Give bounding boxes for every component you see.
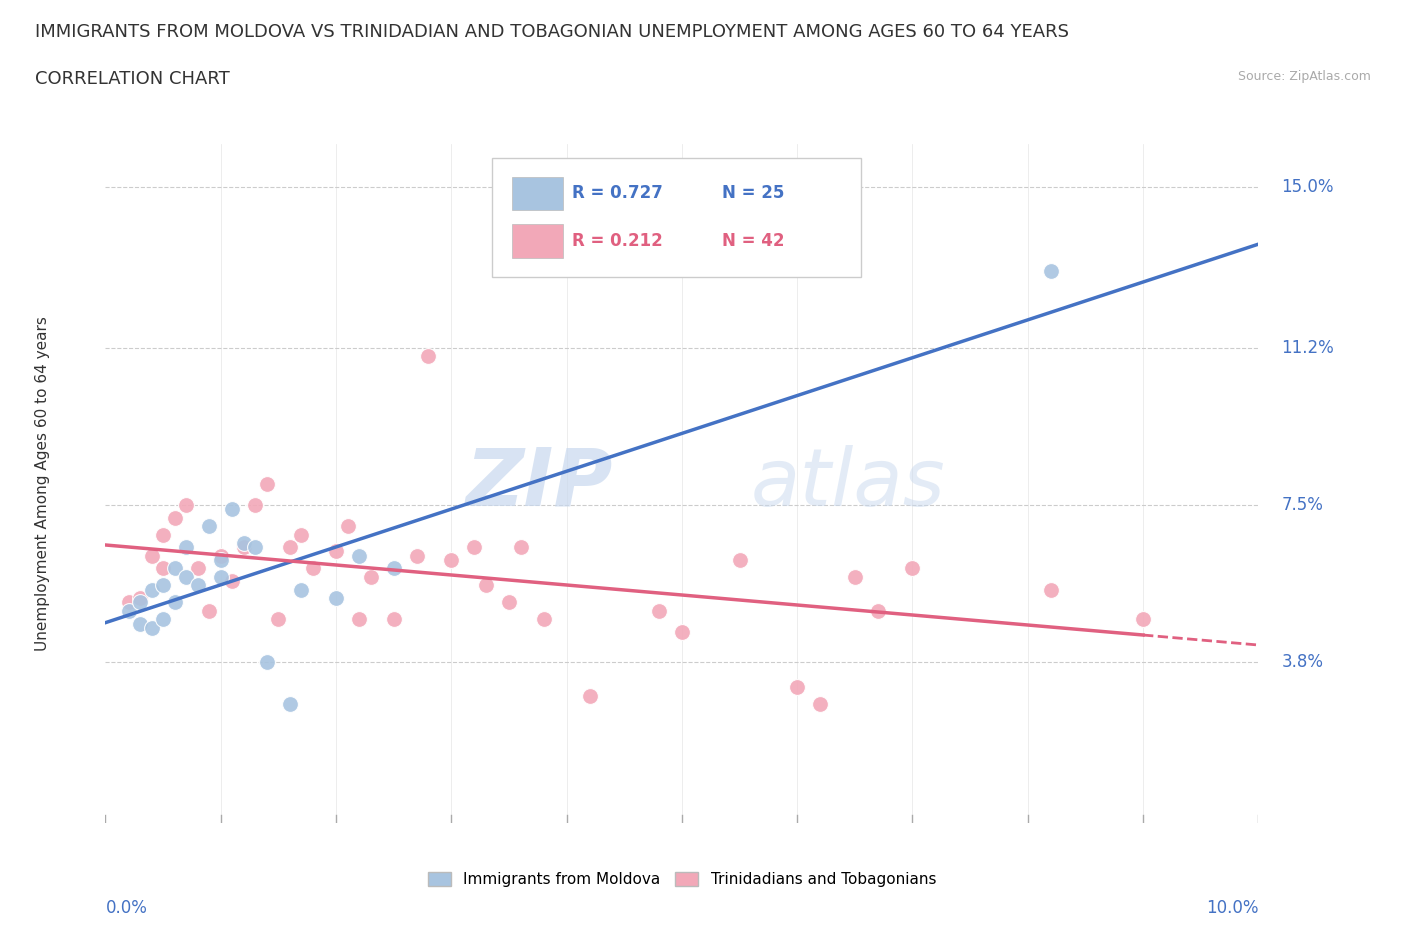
Point: [152, 578, 174, 593]
Legend: Immigrants from Moldova, Trinidadians and Tobagonians: Immigrants from Moldova, Trinidadians an…: [422, 866, 942, 894]
Point: [786, 680, 808, 695]
Point: [808, 697, 831, 711]
Point: [498, 595, 520, 610]
Point: [141, 582, 163, 597]
Point: [209, 552, 232, 567]
Point: [866, 604, 889, 618]
Point: [174, 569, 197, 584]
Point: [117, 604, 139, 618]
Point: [129, 595, 152, 610]
Point: [152, 612, 174, 627]
Text: 0.0%: 0.0%: [105, 899, 148, 917]
Text: CORRELATION CHART: CORRELATION CHART: [35, 70, 231, 87]
Point: [302, 561, 325, 576]
Text: atlas: atlas: [751, 445, 946, 523]
Point: [129, 617, 152, 631]
Point: [141, 620, 163, 635]
Point: [174, 539, 197, 554]
Point: [198, 519, 221, 534]
Text: 7.5%: 7.5%: [1281, 496, 1323, 513]
Point: [163, 511, 186, 525]
Point: [405, 549, 427, 564]
Point: [578, 688, 600, 703]
Point: [671, 625, 693, 640]
Point: [475, 578, 498, 593]
Point: [232, 539, 254, 554]
Point: [347, 612, 370, 627]
Point: [325, 544, 347, 559]
Point: [290, 582, 312, 597]
Point: [245, 498, 267, 512]
Text: R = 0.727: R = 0.727: [572, 184, 664, 202]
FancyBboxPatch shape: [512, 224, 564, 258]
Point: [232, 536, 254, 551]
Point: [152, 527, 174, 542]
Text: N = 25: N = 25: [723, 184, 785, 202]
Point: [129, 591, 152, 605]
Point: [418, 349, 440, 364]
Point: [1132, 612, 1154, 627]
Point: [221, 501, 243, 516]
Point: [463, 539, 485, 554]
Point: [163, 561, 186, 576]
Point: [267, 612, 290, 627]
Point: [533, 612, 555, 627]
Text: 10.0%: 10.0%: [1206, 899, 1258, 917]
Point: [117, 595, 139, 610]
Point: [336, 519, 359, 534]
Point: [209, 549, 232, 564]
Point: [901, 561, 924, 576]
Point: [325, 591, 347, 605]
Text: 15.0%: 15.0%: [1281, 178, 1334, 195]
Point: [509, 539, 531, 554]
FancyBboxPatch shape: [492, 158, 860, 276]
Text: Unemployment Among Ages 60 to 64 years: Unemployment Among Ages 60 to 64 years: [35, 316, 49, 651]
Point: [174, 498, 197, 512]
Point: [382, 561, 405, 576]
Point: [360, 569, 382, 584]
Point: [187, 561, 209, 576]
FancyBboxPatch shape: [512, 177, 564, 210]
Text: 3.8%: 3.8%: [1281, 653, 1323, 671]
Point: [1039, 582, 1062, 597]
Point: [278, 539, 301, 554]
Text: Source: ZipAtlas.com: Source: ZipAtlas.com: [1237, 70, 1371, 83]
Point: [163, 595, 186, 610]
Point: [1039, 264, 1062, 279]
Point: [152, 561, 174, 576]
Point: [256, 476, 278, 491]
Point: [382, 612, 405, 627]
Text: ZIP: ZIP: [465, 445, 613, 523]
Text: 11.2%: 11.2%: [1281, 339, 1334, 357]
Text: N = 42: N = 42: [723, 232, 785, 249]
Point: [844, 569, 866, 584]
Point: [256, 655, 278, 670]
Point: [209, 569, 232, 584]
Point: [278, 697, 301, 711]
Point: [440, 552, 463, 567]
Text: IMMIGRANTS FROM MOLDOVA VS TRINIDADIAN AND TOBAGONIAN UNEMPLOYMENT AMONG AGES 60: IMMIGRANTS FROM MOLDOVA VS TRINIDADIAN A…: [35, 23, 1069, 41]
Point: [728, 552, 751, 567]
Point: [221, 574, 243, 589]
Point: [187, 578, 209, 593]
Point: [290, 527, 312, 542]
Point: [141, 549, 163, 564]
Text: R = 0.212: R = 0.212: [572, 232, 664, 249]
Point: [245, 539, 267, 554]
Point: [347, 549, 370, 564]
Point: [198, 604, 221, 618]
Point: [648, 604, 671, 618]
